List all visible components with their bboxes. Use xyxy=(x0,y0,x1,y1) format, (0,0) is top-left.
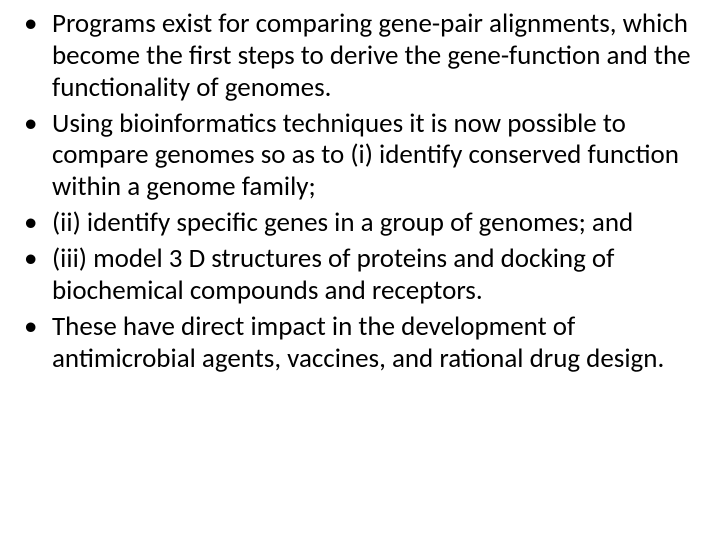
slide-body: Programs exist for comparing gene-pair a… xyxy=(0,0,720,540)
bullet-text: Programs exist for comparing gene-pair a… xyxy=(52,7,691,104)
bullet-list: Programs exist for comparing gene-pair a… xyxy=(8,8,696,374)
bullet-text: These have direct impact in the developm… xyxy=(52,310,664,375)
list-item: Programs exist for comparing gene-pair a… xyxy=(8,8,696,104)
list-item: Using bioinformatics techniques it is no… xyxy=(8,108,696,204)
bullet-text: (iii) model 3 D structures of proteins a… xyxy=(52,242,614,307)
list-item: (iii) model 3 D structures of proteins a… xyxy=(8,243,696,307)
bullet-text: (ii) identify specific genes in a group … xyxy=(52,206,633,239)
list-item: These have direct impact in the developm… xyxy=(8,311,696,375)
list-item: (ii) identify specific genes in a group … xyxy=(8,207,696,239)
bullet-text: Using bioinformatics techniques it is no… xyxy=(52,107,679,204)
